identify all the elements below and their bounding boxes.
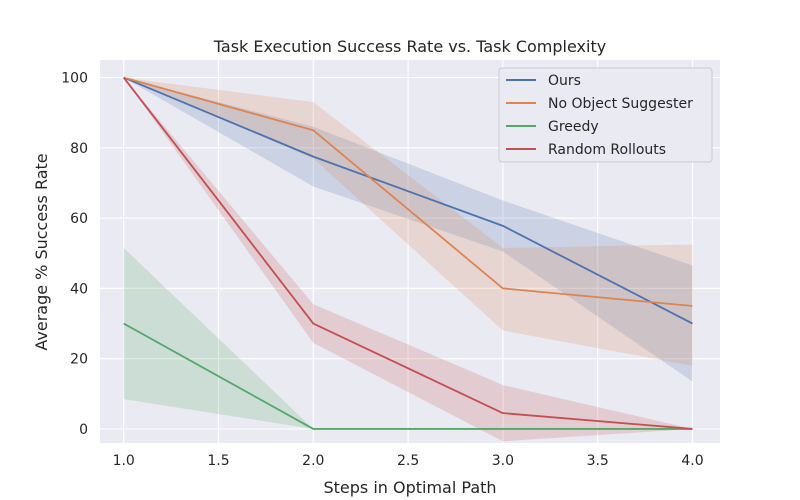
- x-tick-label: 4.0: [681, 453, 703, 469]
- chart-title: Task Execution Success Rate vs. Task Com…: [213, 37, 606, 56]
- legend-label-greedy: Greedy: [548, 119, 599, 135]
- line-ours: [123, 76, 693, 325]
- series-lines: [122, 76, 693, 430]
- x-axis-label: Steps in Optimal Path: [323, 478, 496, 497]
- y-tick-label: 40: [70, 281, 88, 297]
- y-tick-label: 0: [79, 422, 88, 438]
- y-tick-labels: 0 20 40 60 80 100: [61, 71, 88, 438]
- legend-label-random-rollouts: Random Rollouts: [548, 142, 666, 158]
- band-greedy: [123, 247, 693, 429]
- line-greedy: [123, 322, 693, 430]
- x-tick-label: 3.0: [492, 453, 514, 469]
- y-tick-label: 60: [70, 211, 88, 227]
- y-tick-label: 80: [70, 141, 88, 157]
- legend-label-ours: Ours: [548, 73, 581, 89]
- x-tick-label: 1.0: [113, 453, 135, 469]
- y-tick-label: 100: [61, 71, 88, 87]
- legend-box: [498, 67, 713, 163]
- x-tick-labels: 1.0 1.5 2.0 2.5 3.0 3.5 4.0: [113, 453, 704, 469]
- y-axis-label: Average % Success Rate: [32, 153, 51, 350]
- legend-label-no-object-suggester: No Object Suggester: [548, 96, 693, 112]
- line-random-rollouts: [122, 77, 693, 430]
- x-tick-label: 3.5: [587, 453, 609, 469]
- x-tick-label: 2.5: [397, 453, 419, 469]
- band-ours: [123, 77, 693, 382]
- y-tick-label: 20: [70, 352, 88, 368]
- x-tick-label: 1.5: [207, 453, 229, 469]
- legend: Ours No Object Suggester Greedy Random Roll…: [498, 67, 713, 163]
- line-no-object-suggester: [123, 76, 693, 307]
- x-tick-label: 2.0: [302, 453, 324, 469]
